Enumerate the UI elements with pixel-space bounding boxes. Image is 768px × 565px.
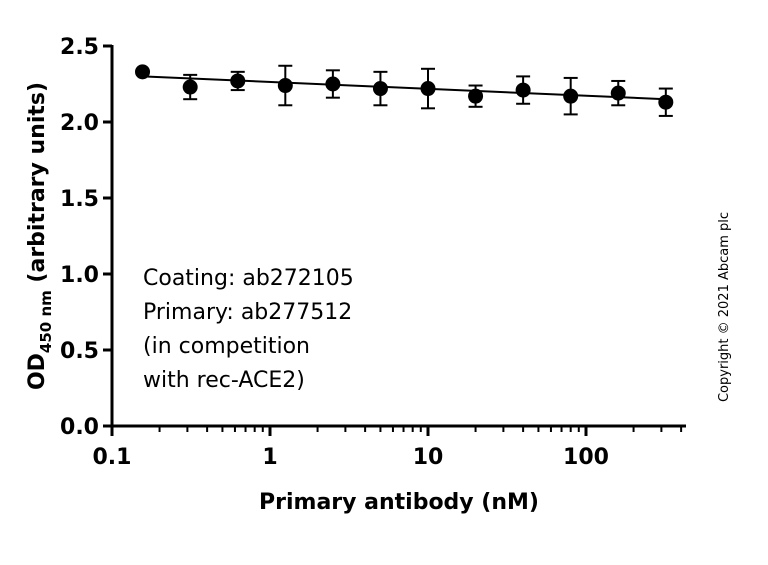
y-axis-title-suffix: (arbitrary units) [25, 82, 50, 290]
fit-line [142, 75, 666, 101]
data-point [135, 64, 151, 80]
data-point [468, 88, 484, 104]
points-layer [135, 64, 674, 117]
axes: 0.0 0.5 1.0 1.5 2.0 2.5 0.1 1 10 100 [60, 35, 686, 470]
y-tick-label: 1.0 [60, 263, 99, 288]
annotation-line-3: (in competition [143, 334, 310, 359]
data-point [420, 81, 436, 97]
data-point [277, 78, 293, 94]
y-tick-label: 0.5 [60, 339, 99, 364]
x-tick-label: 0.1 [93, 445, 132, 470]
annotation-line-2: Primary: ab277512 [143, 300, 352, 325]
fit-layer [142, 75, 666, 101]
y-tick-label: 0.0 [60, 415, 99, 440]
y-tick-label: 1.5 [60, 187, 99, 212]
data-point [230, 73, 246, 89]
data-point [515, 82, 531, 98]
x-tick-label: 10 [413, 445, 444, 470]
y-axis-title: OD450 nm (arbitrary units) [25, 82, 55, 390]
y-axis-title-subscript: 450 nm [37, 290, 55, 353]
annotation-line-4: with rec-ACE2) [143, 368, 305, 393]
x-tick-label: 1 [262, 445, 277, 470]
data-point [563, 88, 579, 104]
data-point [372, 81, 388, 97]
data-point [182, 79, 198, 95]
data-point [658, 94, 674, 110]
y-tick-label: 2.5 [60, 35, 99, 60]
data-point [325, 76, 341, 92]
copyright-text: Copyright © 2021 Abcam plc [717, 212, 732, 402]
x-axis-title: Primary antibody (nM) [259, 490, 539, 515]
data-point [610, 85, 626, 101]
y-tick-label: 2.0 [60, 111, 99, 136]
x-tick-label: 100 [563, 445, 609, 470]
y-axis-title-prefix: OD [25, 353, 50, 390]
annotation-line-1: Coating: ab272105 [143, 266, 354, 291]
